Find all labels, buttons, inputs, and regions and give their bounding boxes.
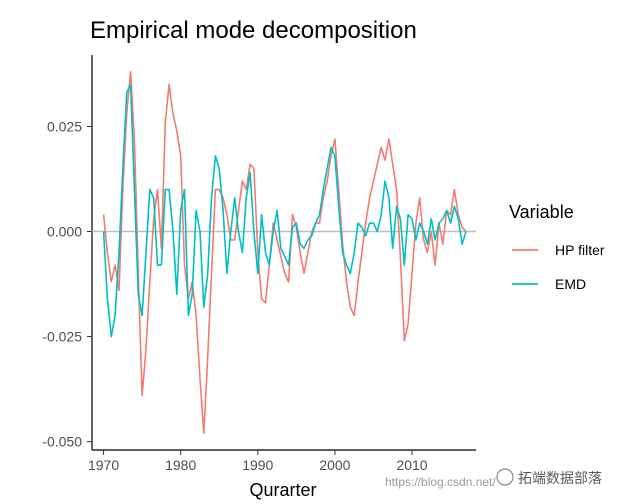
y-tick-label: 0.025 xyxy=(47,118,82,134)
watermark-logo-icon xyxy=(496,468,514,486)
x-tick-label: 1990 xyxy=(242,457,273,473)
legend-label: HP filter xyxy=(555,242,605,258)
y-ticks: 0.025 0.000 -0.025 -0.050 xyxy=(42,118,92,450)
series-line-emd xyxy=(102,83,467,338)
series-line-hp-filter xyxy=(102,71,467,435)
watermark-url: https://blog.csdn.net/ xyxy=(385,475,496,489)
y-tick-label: 0.000 xyxy=(47,223,82,239)
watermark: https://blog.csdn.net/ 拓端数据部落 xyxy=(385,468,602,489)
x-axis-title: Qurarter xyxy=(249,480,316,500)
chart-title: Empirical mode decomposition xyxy=(90,17,417,44)
x-tick-label: 1980 xyxy=(165,457,196,473)
legend: Variable HP filter EMD xyxy=(509,202,605,292)
y-tick-label: -0.025 xyxy=(42,329,82,345)
x-ticks: 1970 1980 1990 2000 2010 xyxy=(88,450,428,473)
legend-label: EMD xyxy=(555,276,586,292)
legend-title: Variable xyxy=(509,202,574,222)
x-tick-label: 2000 xyxy=(319,457,350,473)
x-tick-label: 2010 xyxy=(396,457,427,473)
watermark-brand: 拓端数据部落 xyxy=(518,470,602,486)
x-tick-label: 1970 xyxy=(88,457,119,473)
y-tick-label: -0.050 xyxy=(42,434,82,450)
axes xyxy=(91,55,476,451)
series-lines xyxy=(102,71,467,435)
